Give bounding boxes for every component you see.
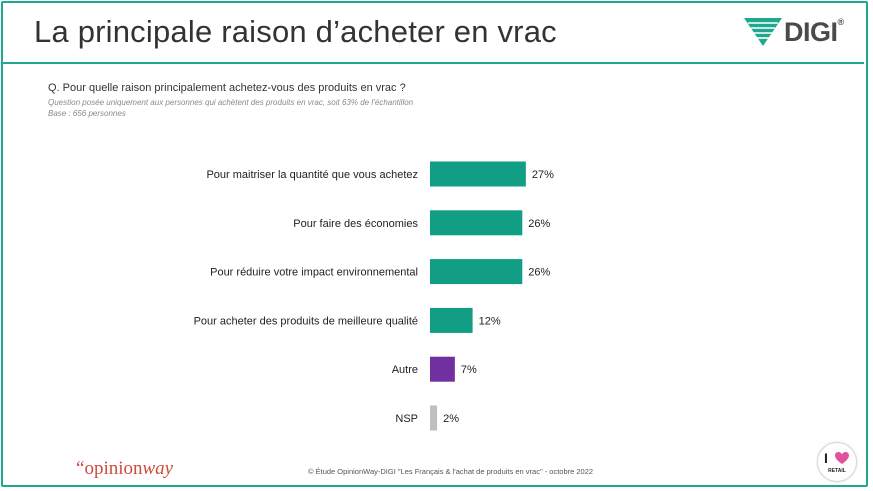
question-note: Question posée uniquement aux personnes … xyxy=(48,98,414,107)
badge-letter: I xyxy=(824,450,828,466)
value-label: 2% xyxy=(443,413,459,425)
value-label: 12% xyxy=(479,315,501,327)
category-label: Pour acheter des produits de meilleure q… xyxy=(194,315,418,327)
page-title: La principale raison d’acheter en vrac xyxy=(34,14,557,49)
question-base: Base : 656 personnes xyxy=(48,109,126,118)
category-label: Pour faire des économies xyxy=(293,218,418,230)
digi-logo: DIGI® xyxy=(744,16,856,48)
category-label: Autre xyxy=(392,364,418,376)
category-label: Pour maitriser la quantité que vous ache… xyxy=(206,169,418,181)
bar xyxy=(430,161,526,187)
source-note: © Étude OpinionWay-DIGI "Les Français & … xyxy=(308,467,594,476)
category-label: NSP xyxy=(395,413,418,425)
heart-icon xyxy=(835,452,849,464)
i-love-retail-badge: I RETAIL xyxy=(817,442,857,482)
title-divider xyxy=(3,62,864,64)
category-label: Pour réduire votre impact environnementa… xyxy=(210,267,418,279)
question-text: Q. Pour quelle raison principalement ach… xyxy=(48,82,406,94)
bar xyxy=(430,259,523,285)
value-label: 27% xyxy=(532,169,554,181)
badge-word: RETAIL xyxy=(828,468,846,474)
bar xyxy=(430,210,523,236)
bar xyxy=(430,307,473,333)
value-label: 26% xyxy=(528,267,550,279)
digi-logo-text: DIGI® xyxy=(784,17,844,47)
value-label: 7% xyxy=(461,364,477,376)
digi-chevron-icon xyxy=(744,18,782,46)
bar xyxy=(430,356,455,382)
opinionway-logo: “opinionway xyxy=(76,458,174,479)
bar xyxy=(430,405,438,431)
value-label: 26% xyxy=(528,218,550,230)
